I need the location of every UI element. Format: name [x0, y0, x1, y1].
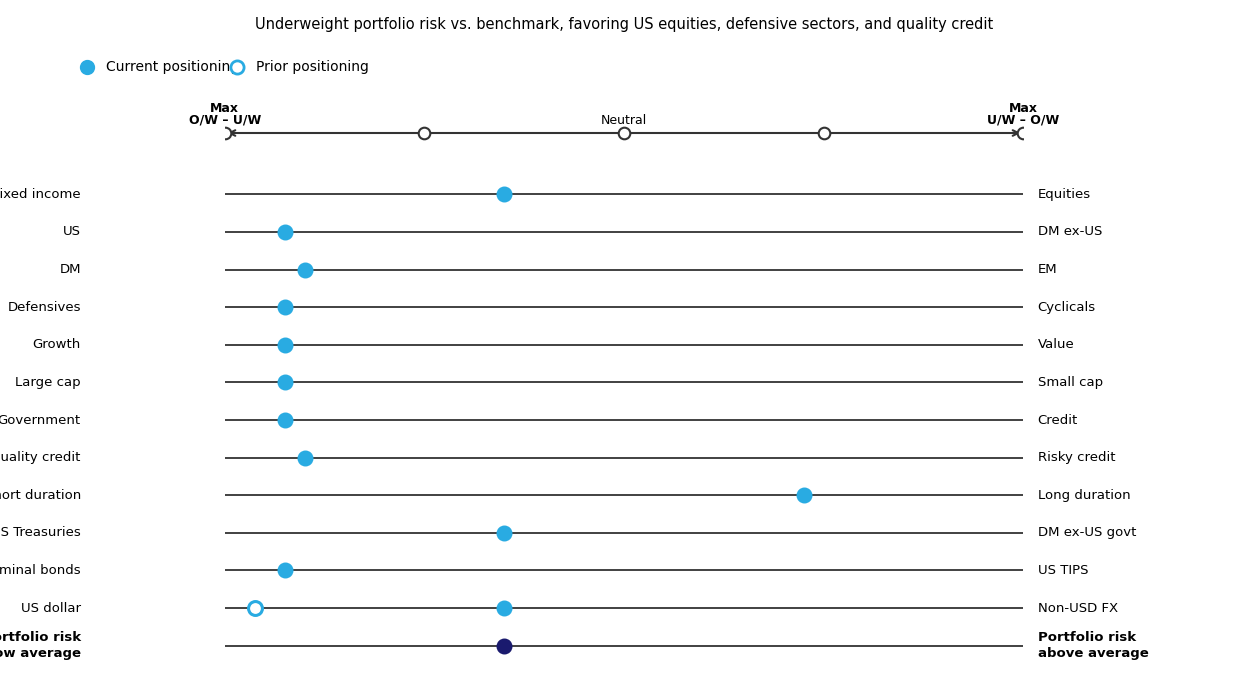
Point — [245, 603, 265, 614]
Text: Credit: Credit — [1038, 414, 1078, 426]
Point — [614, 127, 634, 139]
Text: Cyclicals: Cyclicals — [1038, 301, 1096, 314]
Point — [494, 527, 514, 538]
Text: DM ex-US govt: DM ex-US govt — [1038, 526, 1136, 539]
Text: US nominal bonds: US nominal bonds — [0, 564, 81, 577]
Point — [1013, 127, 1033, 139]
Text: US Treasuries: US Treasuries — [0, 526, 81, 539]
Text: Neutral: Neutral — [600, 113, 648, 127]
Point — [275, 340, 295, 351]
Text: Max: Max — [210, 102, 240, 115]
Point — [275, 226, 295, 237]
Text: Small cap: Small cap — [1038, 376, 1103, 389]
Text: O/W – U/W: O/W – U/W — [188, 113, 261, 127]
Text: U/W – O/W: U/W – O/W — [987, 113, 1060, 127]
Text: Current positioning: Current positioning — [106, 60, 240, 74]
Point — [275, 565, 295, 576]
Point — [814, 127, 834, 139]
Text: Equities: Equities — [1038, 188, 1091, 201]
Text: Short duration: Short duration — [0, 489, 81, 502]
Point — [494, 189, 514, 200]
Point — [275, 377, 295, 388]
Point — [295, 264, 314, 275]
Text: US: US — [62, 225, 81, 239]
Text: Risky credit: Risky credit — [1038, 451, 1116, 464]
Text: Prior positioning: Prior positioning — [256, 60, 368, 74]
Point — [494, 603, 514, 614]
Text: DM ex-US: DM ex-US — [1038, 225, 1102, 239]
Text: Portfolio risk
above average: Portfolio risk above average — [1038, 631, 1148, 660]
Text: EM: EM — [1038, 263, 1057, 276]
Point — [275, 302, 295, 313]
Point — [794, 489, 814, 500]
Text: Non-USD FX: Non-USD FX — [1038, 601, 1118, 615]
Text: Quality credit: Quality credit — [0, 451, 81, 464]
Text: Long duration: Long duration — [1038, 489, 1131, 502]
Point — [215, 127, 235, 139]
Text: US dollar: US dollar — [21, 601, 81, 615]
Text: Defensives: Defensives — [7, 301, 81, 314]
Text: Portfolio risk
below average: Portfolio risk below average — [0, 631, 81, 660]
Text: Growth: Growth — [32, 338, 81, 351]
Point — [295, 452, 314, 463]
Text: Value: Value — [1038, 338, 1075, 351]
Text: Large cap: Large cap — [15, 376, 81, 389]
Text: Max: Max — [1008, 102, 1038, 115]
Text: Underweight portfolio risk vs. benchmark, favoring US equities, defensive sector: Underweight portfolio risk vs. benchmark… — [255, 18, 993, 32]
Text: Government: Government — [0, 414, 81, 426]
Text: US TIPS: US TIPS — [1038, 564, 1088, 577]
Text: DM: DM — [60, 263, 81, 276]
Point — [414, 127, 434, 139]
Text: Fixed income: Fixed income — [0, 188, 81, 201]
Point — [494, 640, 514, 651]
Point — [275, 414, 295, 426]
